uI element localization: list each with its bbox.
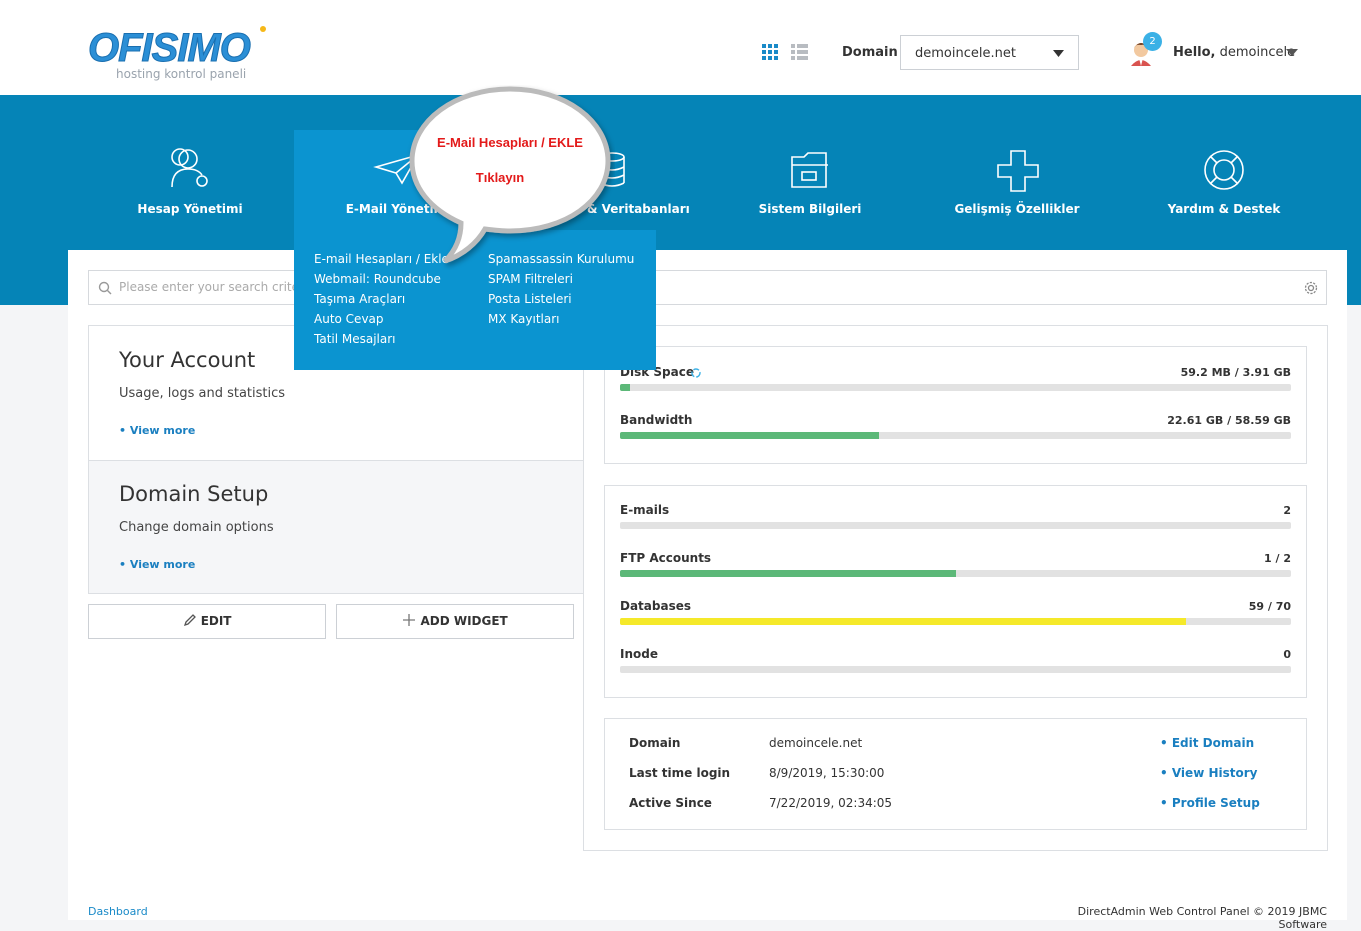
callout-bubble	[409, 86, 611, 264]
progress-track	[620, 666, 1291, 673]
edit-button[interactable]: EDIT	[88, 604, 326, 639]
plus-icon	[403, 614, 416, 626]
logo[interactable]: OFISIMO	[88, 26, 252, 71]
widget-title: Your Account	[119, 348, 256, 372]
stat-label: Bandwidth	[620, 413, 693, 427]
progress-track	[620, 570, 1291, 577]
progress-fill	[620, 432, 879, 439]
caret	[1286, 49, 1298, 56]
widget-title: Domain Setup	[119, 482, 269, 506]
domain-value: demoincele.net	[915, 46, 1016, 61]
username: demoincele	[1219, 45, 1296, 60]
logo-spark	[260, 26, 266, 32]
info-label: Domain	[629, 736, 681, 750]
info-value: 8/9/2019, 15:30:00	[769, 766, 885, 780]
dropdown-item[interactable]: Webmail: Roundcube	[314, 272, 441, 286]
info-label: Active Since	[629, 796, 712, 810]
progress-track	[620, 618, 1291, 625]
stat-value: 59.2 MB / 3.91 GB	[1180, 366, 1291, 379]
counts-box: E-mails 2 FTP Accounts 1 / 2 Databases 59 / 7…	[604, 485, 1307, 698]
info-link[interactable]: View History	[1160, 766, 1258, 780]
nav-item[interactable]: Yardım & Destek	[1167, 202, 1281, 216]
progress-fill	[620, 618, 1186, 625]
nav-item[interactable]: Hesap Yönetimi	[137, 202, 243, 216]
widget[interactable]: Domain Setup Change domain options View …	[89, 460, 583, 593]
nav-item[interactable]: Gelişmiş Özellikler	[954, 202, 1080, 216]
footer-text: DirectAdmin Web Control Panel © 2019 JBM…	[1077, 905, 1327, 931]
nav-item[interactable]: Sistem Bilgileri	[758, 202, 862, 216]
widget[interactable]: Your Account Usage, logs and statistics …	[89, 326, 583, 460]
progress-fill	[620, 384, 631, 391]
dropdown-item[interactable]: Tatil Mesajları	[314, 332, 396, 346]
callout-text: Tıklayın	[475, 170, 525, 185]
usage-box: Disk Space 59.2 MB / 3.91 GB Bandwidth 22.6…	[604, 346, 1307, 464]
header: OFISIMO hosting kontrol paneli Domain de…	[0, 0, 1361, 95]
info-value: demoincele.net	[769, 736, 863, 750]
progress-track	[620, 384, 1291, 391]
nav-item[interactable]: & Veritabanları	[587, 202, 690, 216]
pencil-icon	[183, 614, 196, 627]
progress-track	[620, 432, 1291, 439]
stat-value: 0	[1283, 648, 1291, 661]
stat-value: 2	[1283, 504, 1291, 517]
stats-panel: Disk Space 59.2 MB / 3.91 GB Bandwidth 22.6…	[583, 325, 1328, 851]
dropdown-item[interactable]: Spamassassin Kurulumu	[488, 252, 635, 266]
add-widget-button[interactable]: ADD WIDGET	[336, 604, 574, 639]
dropdown-item[interactable]: Posta Listeleri	[488, 292, 572, 306]
widget-text: Change domain options	[119, 520, 274, 535]
dropdown-item[interactable]: SPAM Filtreleri	[488, 272, 573, 286]
caret	[1053, 50, 1064, 57]
button-label: ADD WIDGET	[420, 614, 508, 628]
breadcrumb[interactable]: Dashboard	[88, 905, 148, 918]
search-box[interactable]: Please enter your search criteria	[88, 270, 1327, 305]
info-value: 7/22/2019, 02:34:05	[769, 796, 893, 810]
content-card: Please enter your search criteria Your A…	[68, 250, 1347, 931]
stat-value: 22.61 GB / 58.59 GB	[1167, 414, 1291, 427]
widget-link[interactable]: View more	[119, 558, 195, 571]
nav-item[interactable]: E-Mail Yönetimi	[345, 202, 451, 216]
dropdown-col: E-mail Hesapları / Ekle Webmail: Roundcub…	[314, 249, 449, 349]
user-menu[interactable]: Hello, demoincele	[1173, 45, 1295, 60]
info-link[interactable]: Edit Domain	[1160, 736, 1254, 750]
settings-icon[interactable]	[1303, 280, 1319, 296]
stat-label: Inode	[620, 647, 658, 661]
stat-label: Databases	[620, 599, 692, 613]
domain-label: Domain	[842, 45, 898, 60]
callout-title: E-Mail Hesapları / EKLE	[437, 135, 583, 150]
email-dropdown: E-mail Hesapları / Ekle Webmail: Roundcub…	[294, 230, 656, 370]
stat-value: 59 / 70	[1248, 600, 1291, 613]
info-box: Domain demoincele.net Edit Domain Last time…	[604, 718, 1307, 830]
progress-track	[620, 522, 1291, 529]
stat-label: E-mails	[620, 503, 670, 517]
logo-subtitle: hosting kontrol paneli	[116, 67, 247, 81]
dropdown-item[interactable]: Taşıma Araçları	[314, 292, 406, 306]
info-label: Last time login	[629, 766, 731, 780]
stat-label: FTP Accounts	[620, 551, 712, 565]
view-toggle[interactable]	[762, 44, 812, 62]
search-icon	[98, 281, 112, 295]
dropdown-item[interactable]: Auto Cevap	[314, 312, 384, 326]
greeting: Hello,	[1173, 45, 1216, 60]
search-placeholder: Please enter your search criteria	[119, 280, 315, 294]
domain-select[interactable]: demoincele.net	[900, 35, 1079, 70]
notification-badge[interactable]: 2	[1143, 32, 1162, 51]
widget-text: Usage, logs and statistics	[119, 386, 286, 401]
widget-link[interactable]: View more	[119, 424, 195, 437]
button-label: EDIT	[200, 614, 232, 628]
info-link[interactable]: Profile Setup	[1160, 796, 1260, 810]
dropdown-col: Spamassassin Kurulumu SPAM Filtreleri Post…	[488, 249, 634, 329]
dropdown-item[interactable]: E-mail Hesapları / Ekle	[314, 252, 449, 266]
stat-value: 1 / 2	[1264, 552, 1291, 565]
progress-fill	[620, 570, 956, 577]
refresh-icon[interactable]	[690, 367, 702, 379]
dropdown-item[interactable]: MX Kayıtları	[488, 312, 560, 326]
